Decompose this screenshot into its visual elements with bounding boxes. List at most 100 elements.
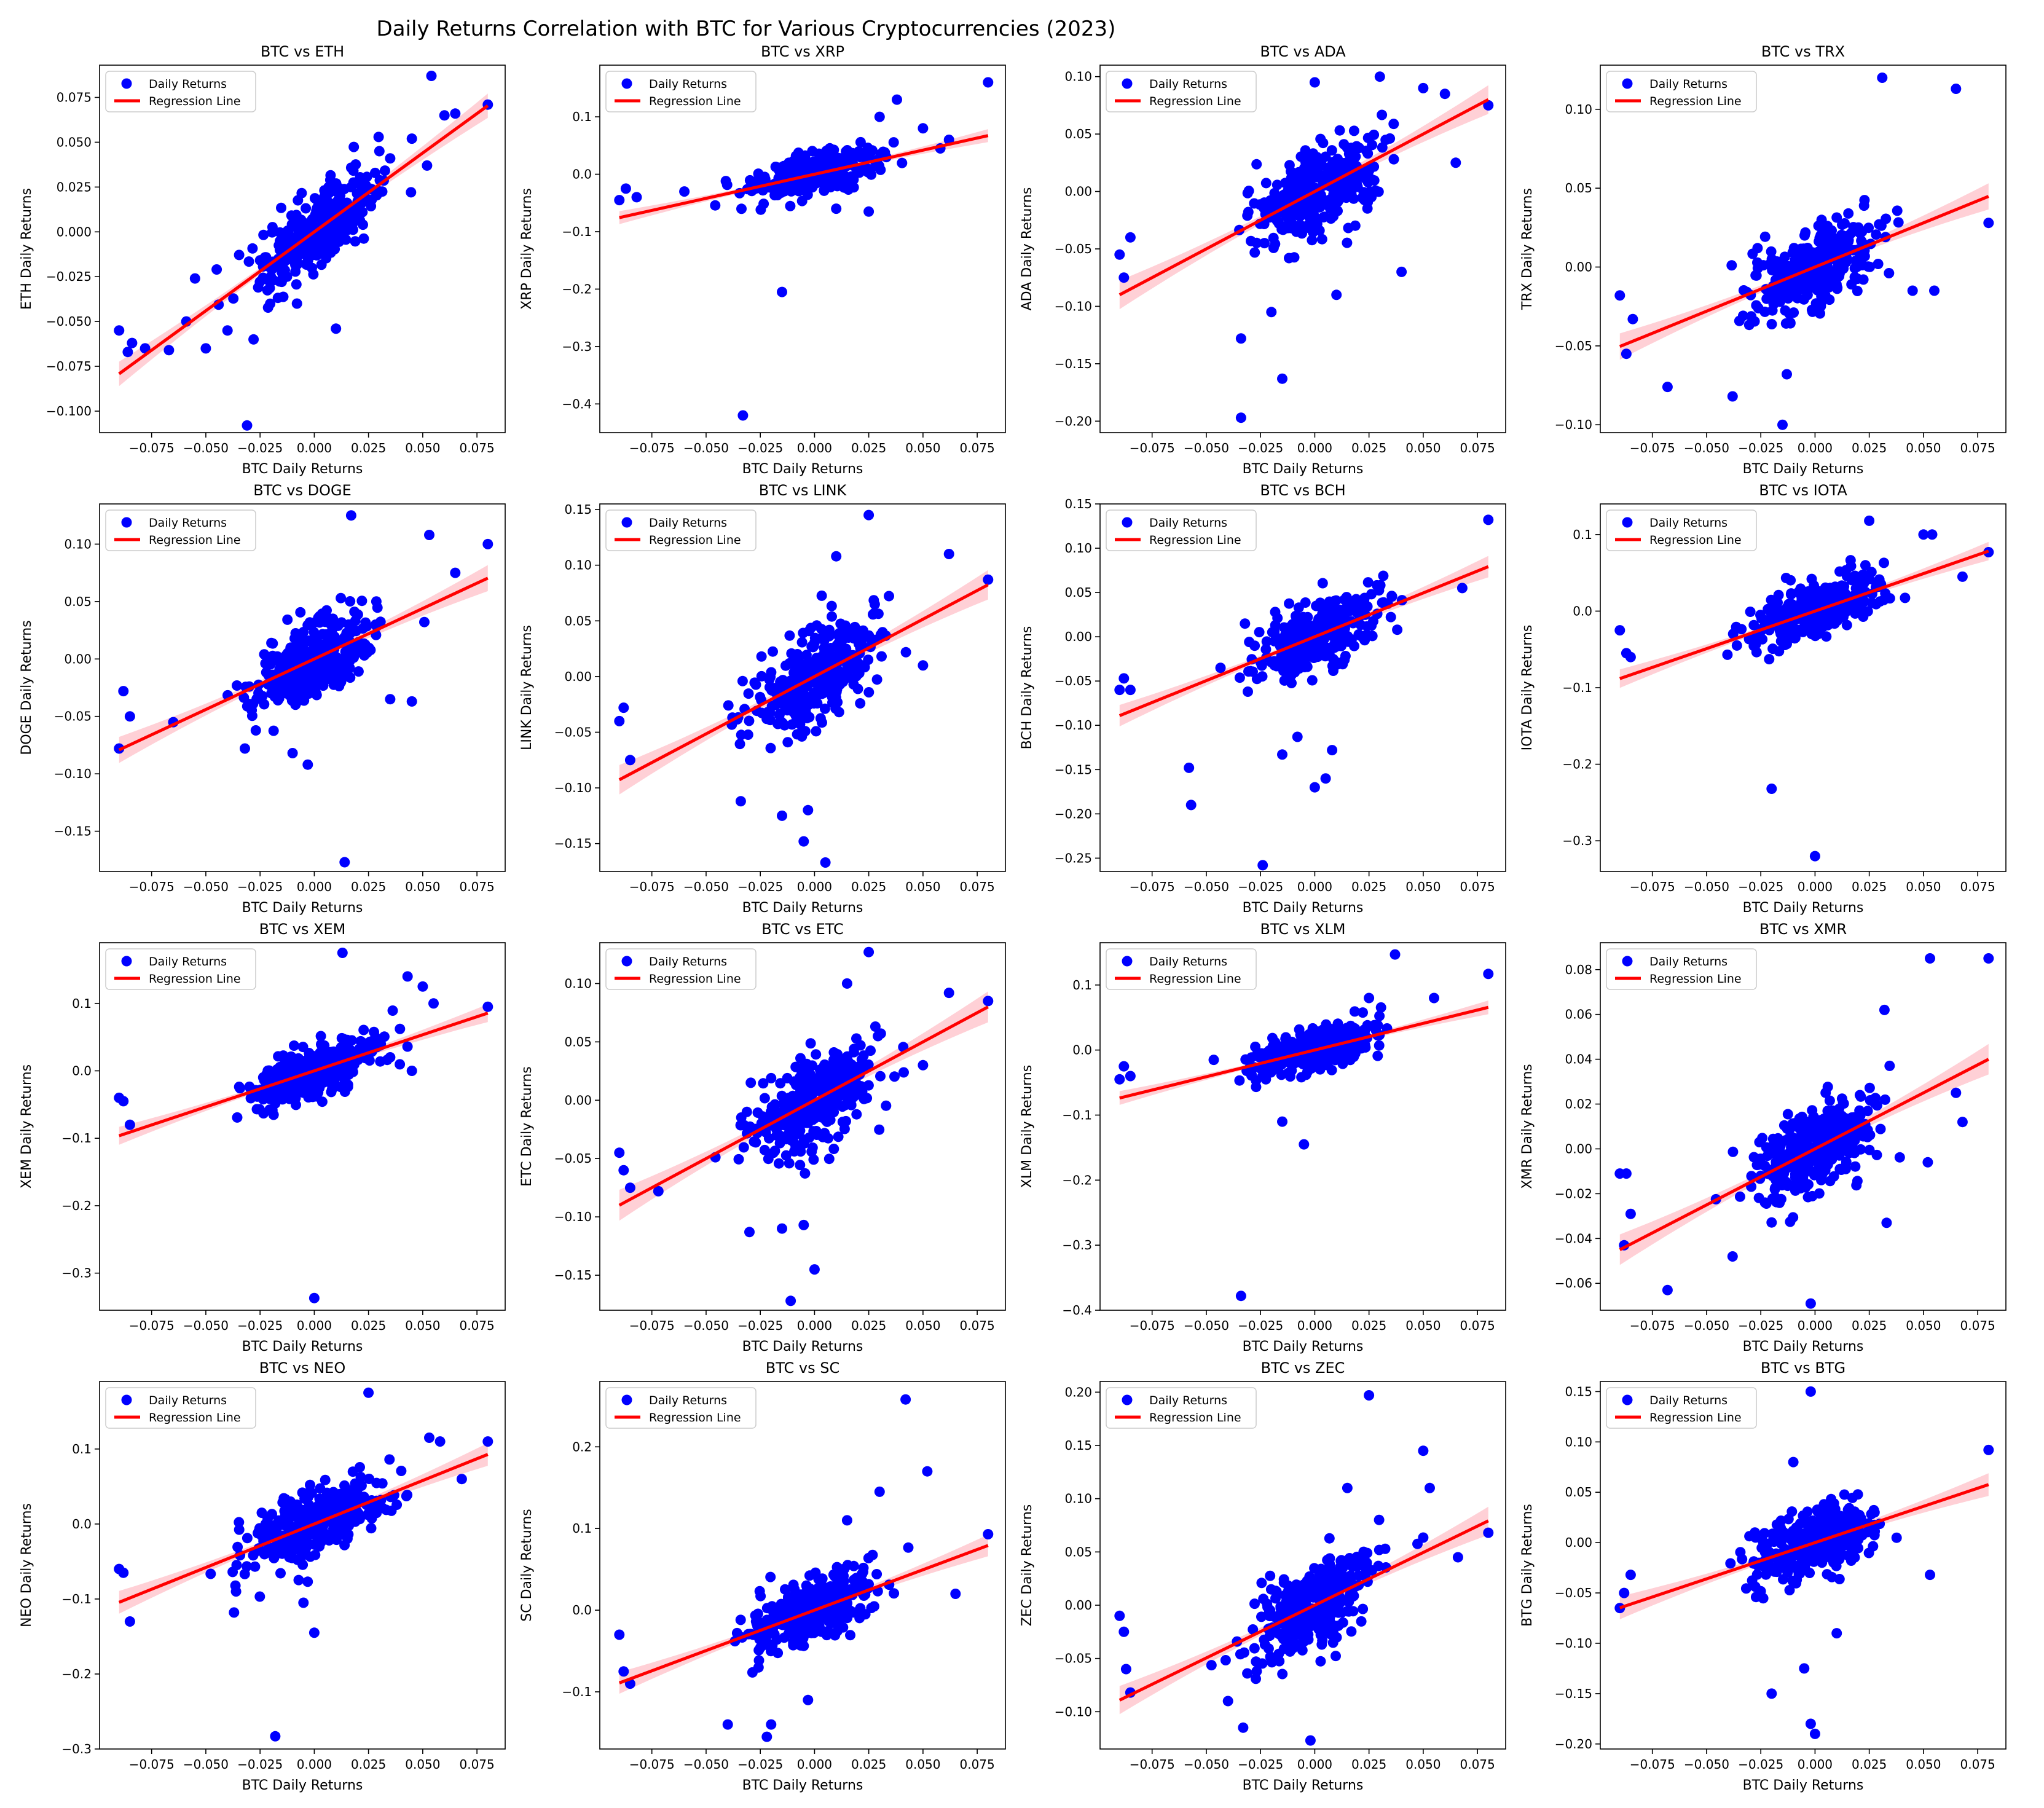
data-point — [239, 1568, 250, 1579]
legend-box — [1106, 509, 1257, 551]
x-tick-label: 0.000 — [297, 879, 332, 894]
data-point — [796, 195, 808, 206]
data-point — [1297, 201, 1308, 212]
y-tick-label: −0.075 — [46, 359, 92, 374]
data-point — [1118, 272, 1130, 283]
data-point — [1727, 391, 1738, 402]
data-point — [311, 1531, 322, 1543]
data-point — [250, 725, 261, 736]
x-tick-label: 0.050 — [1405, 1318, 1441, 1333]
data-point — [391, 1499, 403, 1510]
data-point — [1795, 583, 1806, 594]
data-point — [1852, 599, 1863, 610]
figure-title: Daily Returns Correlation with BTC for V… — [377, 17, 1116, 41]
data-point — [315, 1074, 326, 1085]
data-point — [354, 1044, 365, 1055]
x-tick-label: 0.075 — [1460, 1318, 1495, 1333]
data-point — [384, 1454, 395, 1465]
data-point — [1875, 1123, 1886, 1134]
data-point — [366, 1513, 377, 1524]
data-point — [832, 697, 843, 708]
data-point — [293, 1574, 304, 1586]
scatter-points — [1614, 515, 1994, 862]
data-point — [1826, 1154, 1838, 1165]
data-point — [1802, 1192, 1814, 1203]
data-point — [1858, 611, 1869, 622]
data-point — [801, 1058, 812, 1069]
data-point — [1390, 949, 1401, 960]
data-point — [348, 141, 360, 152]
data-point — [1824, 1095, 1835, 1106]
data-point — [1838, 1098, 1849, 1109]
data-point — [1662, 1284, 1673, 1295]
data-point — [332, 620, 344, 631]
data-point — [771, 1107, 782, 1118]
data-point — [808, 1154, 819, 1165]
data-point — [340, 648, 352, 659]
x-tick-label: 0.025 — [1351, 1318, 1386, 1333]
data-point — [324, 1535, 335, 1546]
data-point — [308, 269, 319, 280]
data-point — [1248, 666, 1258, 677]
data-point — [1388, 119, 1399, 130]
data-point — [1270, 238, 1281, 250]
data-point — [267, 638, 278, 649]
data-point — [833, 707, 844, 718]
data-point — [777, 167, 788, 178]
data-point — [898, 1067, 909, 1078]
y-tick-label: −0.2 — [1062, 1173, 1092, 1187]
data-point — [299, 240, 310, 251]
legend-line-label: Regression Line — [149, 972, 241, 986]
data-point — [1272, 179, 1283, 191]
data-point — [1836, 580, 1847, 591]
data-point — [1864, 573, 1875, 584]
data-point — [140, 343, 151, 354]
y-tick-label: 0.15 — [1064, 497, 1092, 511]
x-tick-label: −0.075 — [129, 441, 175, 455]
data-point — [1983, 953, 1994, 964]
data-point — [302, 1576, 313, 1587]
data-point — [377, 186, 388, 197]
data-point — [1879, 1004, 1890, 1015]
data-point — [851, 1109, 862, 1120]
x-tick-label: −0.075 — [629, 441, 675, 455]
data-point — [1731, 640, 1742, 651]
data-point — [315, 1483, 326, 1494]
x-axis-label: BTC Daily Returns — [1243, 1339, 1364, 1354]
data-point — [1299, 183, 1310, 194]
data-point — [253, 282, 264, 293]
data-point — [1317, 578, 1328, 589]
subplot-title: BTC vs XEM — [259, 921, 346, 938]
data-point — [1820, 1087, 1831, 1098]
subplot-title: BTC vs BCH — [1260, 482, 1345, 499]
data-point — [618, 1165, 629, 1176]
data-point — [772, 718, 784, 729]
data-point — [1235, 1291, 1246, 1302]
data-point — [1828, 1114, 1839, 1125]
data-point — [835, 1055, 846, 1066]
data-point — [375, 616, 386, 627]
data-point — [735, 796, 746, 807]
data-point — [1783, 1133, 1794, 1144]
legend-points-marker — [621, 78, 632, 89]
data-point — [831, 686, 842, 698]
x-tick-label: 0.075 — [1960, 879, 1995, 894]
data-point — [1871, 229, 1882, 240]
data-point — [1278, 622, 1289, 633]
data-point — [372, 602, 383, 613]
data-point — [319, 232, 330, 243]
data-point — [790, 151, 801, 162]
data-point — [1777, 419, 1788, 430]
data-point — [777, 1119, 788, 1130]
legend-line-label: Regression Line — [649, 533, 741, 547]
data-point — [777, 1223, 787, 1234]
regression-line — [1118, 565, 1489, 717]
data-point — [291, 279, 302, 290]
data-point — [835, 618, 846, 629]
legend-points-label: Daily Returns — [1649, 516, 1728, 530]
data-point — [304, 617, 315, 628]
x-tick-label: −0.075 — [1130, 879, 1175, 894]
data-point — [738, 1142, 749, 1153]
